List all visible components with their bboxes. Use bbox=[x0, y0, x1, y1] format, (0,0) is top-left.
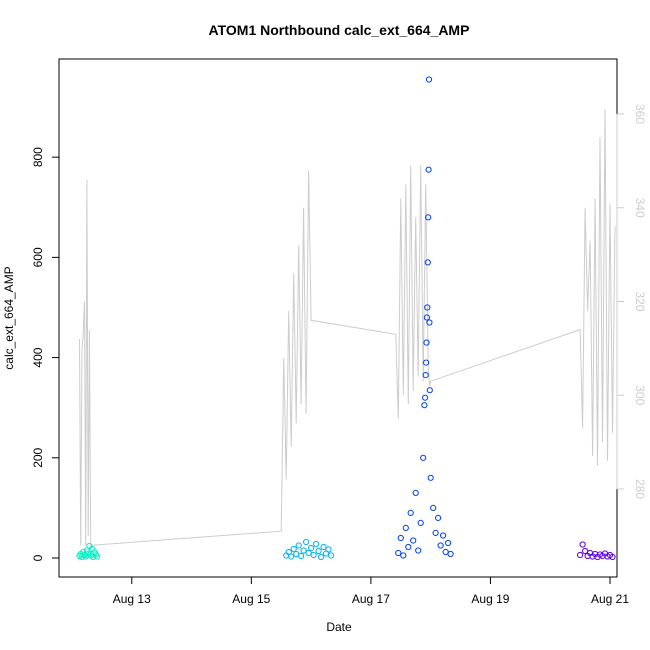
data-point bbox=[424, 259, 431, 266]
data-point bbox=[426, 387, 433, 394]
data-point bbox=[395, 549, 402, 557]
data-point bbox=[402, 524, 409, 532]
scatter-series-3 bbox=[395, 76, 454, 559]
data-point bbox=[427, 474, 434, 481]
y-tick-label: 600 bbox=[31, 247, 45, 267]
data-point bbox=[407, 509, 414, 517]
data-point bbox=[421, 402, 428, 409]
plot-frame bbox=[58, 58, 618, 578]
data-point bbox=[435, 514, 442, 522]
data-point bbox=[400, 552, 407, 559]
x-tick-label: Aug 19 bbox=[471, 592, 509, 606]
data-point bbox=[93, 553, 101, 560]
y2-tick-label: 280 bbox=[633, 479, 647, 499]
data-point bbox=[303, 538, 310, 546]
data-point bbox=[305, 549, 312, 557]
data-point bbox=[440, 532, 447, 539]
data-point bbox=[315, 547, 322, 555]
x-tick-label: Aug 15 bbox=[232, 592, 270, 606]
data-point bbox=[300, 547, 307, 554]
data-point bbox=[577, 551, 584, 559]
data-point bbox=[290, 545, 297, 553]
data-point bbox=[325, 546, 332, 553]
data-point bbox=[425, 76, 433, 83]
axes: Aug 13 Aug 15 Aug 17 Aug 19 Aug 21 0 200 400 600… bbox=[31, 104, 647, 606]
data-point bbox=[415, 547, 422, 554]
plot-area bbox=[76, 76, 616, 561]
y-tick-label: 200 bbox=[31, 447, 45, 467]
chart-title: ATOM1 Northbound calc_ext_664_AMP bbox=[209, 22, 470, 38]
data-point bbox=[318, 553, 325, 561]
data-point bbox=[609, 553, 616, 561]
y-tick-label: 800 bbox=[31, 147, 45, 167]
x-axis-label: Date bbox=[326, 620, 352, 634]
y-tick-label: 0 bbox=[31, 554, 45, 561]
data-point bbox=[447, 550, 454, 558]
data-point bbox=[425, 214, 432, 221]
x-tick-label: Aug 21 bbox=[591, 592, 629, 606]
x-tick-label: Aug 17 bbox=[352, 592, 390, 606]
data-point bbox=[430, 504, 437, 511]
secondary-line-series bbox=[79, 109, 616, 546]
data-point bbox=[422, 372, 429, 379]
data-point bbox=[432, 529, 439, 537]
data-point bbox=[579, 541, 586, 548]
data-point bbox=[423, 339, 430, 346]
y-tick-label: 400 bbox=[31, 347, 45, 367]
scatter-series-4 bbox=[577, 541, 616, 561]
y2-tick-label: 340 bbox=[633, 198, 647, 218]
y2-tick-label: 360 bbox=[633, 104, 647, 124]
data-point bbox=[442, 548, 449, 556]
data-point bbox=[424, 304, 431, 311]
data-point bbox=[397, 534, 404, 542]
data-point bbox=[417, 519, 424, 527]
data-point bbox=[327, 552, 335, 559]
data-point bbox=[308, 544, 315, 552]
data-point bbox=[426, 319, 433, 326]
x-tick-label: Aug 13 bbox=[113, 592, 151, 606]
data-point bbox=[288, 553, 295, 560]
data-point bbox=[422, 394, 429, 401]
y2-tick-label: 320 bbox=[633, 291, 647, 311]
data-point bbox=[313, 540, 320, 548]
data-point bbox=[310, 551, 317, 559]
data-point bbox=[298, 552, 305, 560]
data-point bbox=[410, 537, 417, 544]
data-point bbox=[445, 539, 452, 547]
data-point bbox=[420, 454, 427, 461]
data-point bbox=[320, 543, 327, 551]
data-point bbox=[423, 314, 430, 321]
scatter-series-1 bbox=[76, 542, 101, 561]
y2-tick-label: 300 bbox=[633, 385, 647, 405]
data-point bbox=[295, 542, 302, 549]
data-point bbox=[423, 359, 430, 366]
data-point bbox=[285, 548, 292, 556]
data-point bbox=[437, 542, 444, 549]
data-point bbox=[405, 543, 412, 551]
data-point bbox=[425, 166, 432, 173]
scatter-series-2 bbox=[283, 538, 335, 561]
y-axis-label: calc_ext_664_AMP bbox=[2, 266, 16, 369]
data-point bbox=[412, 489, 419, 496]
data-point bbox=[582, 547, 589, 555]
